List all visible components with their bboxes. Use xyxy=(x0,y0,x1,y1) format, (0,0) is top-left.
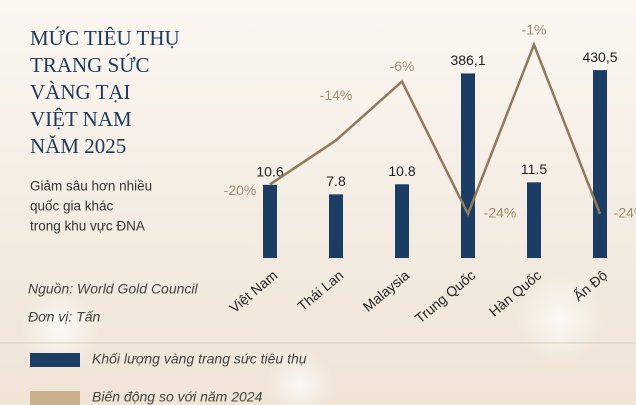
source: Nguồn: World Gold Council xyxy=(28,281,199,297)
unit: Đơn vị: Tấn xyxy=(28,309,100,325)
chart-title: VIỆT NAM xyxy=(30,107,132,131)
bar-value-label: 386,1 xyxy=(450,52,485,68)
subtitle: trong khu vực ĐNA xyxy=(30,219,145,234)
change-line xyxy=(269,41,602,217)
legend-label: Biến động so với năm 2024 xyxy=(92,389,263,405)
bar xyxy=(527,182,541,258)
bar xyxy=(263,184,277,258)
line-value-label: -24% xyxy=(484,205,517,221)
chart-title: VÀNG TẠI xyxy=(30,80,131,104)
bokeh xyxy=(20,290,100,370)
legend-label: Khối lượng vàng trang sức tiêu thụ xyxy=(92,351,307,367)
line-value-label: -6% xyxy=(390,58,415,74)
bar-value-label: 11.5 xyxy=(521,161,547,177)
line-value-label: -1% xyxy=(522,21,547,37)
chart-title: TRANG SỨC xyxy=(30,53,150,77)
legend-swatch xyxy=(30,353,80,367)
bar xyxy=(395,184,409,258)
chart-title: NĂM 2025 xyxy=(30,134,126,158)
line-value-label: -20% xyxy=(224,182,257,198)
bar-value-label: 10.8 xyxy=(388,163,415,179)
bar-value-label: 430,5 xyxy=(582,49,617,65)
legend-swatch xyxy=(30,391,80,405)
subtitle: quốc gia khác xyxy=(30,199,114,214)
subtitle: Giảm sâu hơn nhiều xyxy=(30,179,152,194)
bar xyxy=(329,194,343,258)
bar-value-label: 10.6 xyxy=(256,164,283,180)
line-value-label: -24% xyxy=(614,205,636,221)
bokeh xyxy=(265,350,335,405)
line-value-label: -14% xyxy=(320,87,353,103)
bar xyxy=(461,73,475,258)
bar xyxy=(593,70,607,258)
bar-value-label: 7.8 xyxy=(326,173,346,189)
chart-title: MỨC TIÊU THỤ xyxy=(30,26,180,50)
